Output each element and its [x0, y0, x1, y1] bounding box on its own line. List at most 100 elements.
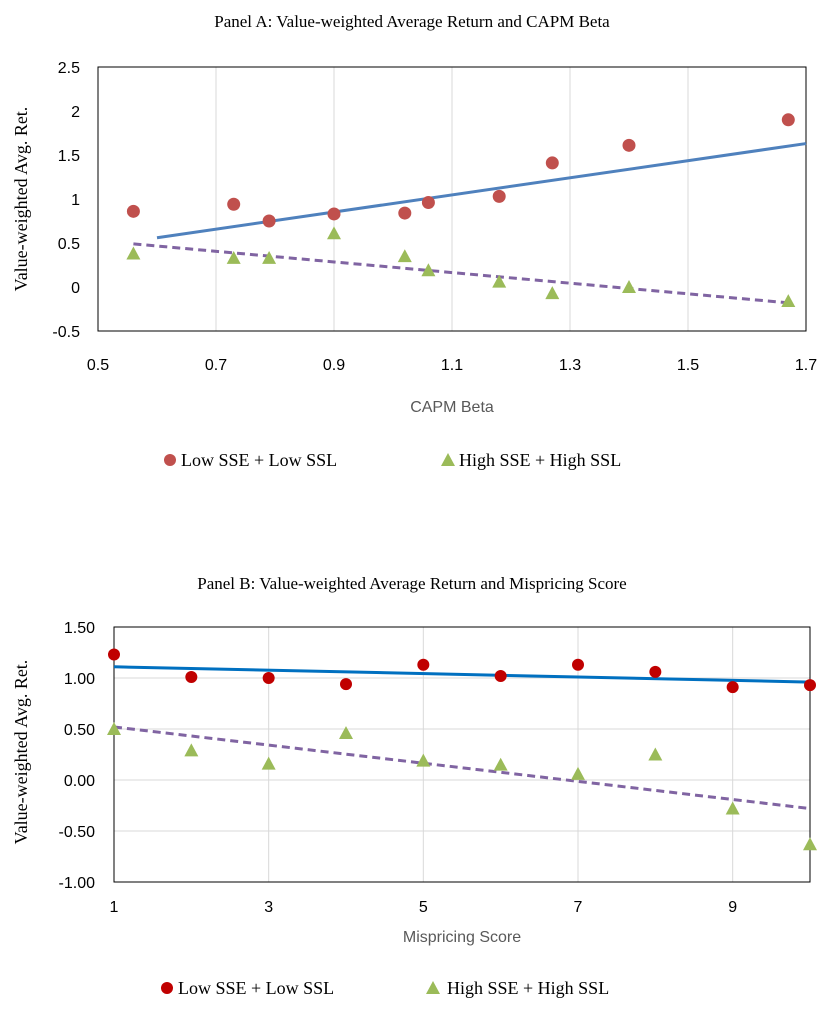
low-sse-low-ssl-trendline — [156, 142, 807, 240]
x-tick-label: 9 — [728, 899, 737, 916]
low-sse-low-ssl-point — [340, 678, 352, 691]
panel-a-legend-circle-marker — [164, 454, 176, 466]
low-sse-low-ssl-trendline — [113, 665, 811, 684]
low-sse-low-ssl-point — [649, 665, 662, 678]
x-tick-label: 0.9 — [323, 357, 345, 374]
x-tick-label: 0.5 — [87, 357, 109, 374]
panel-b-legend: Low SSE + Low SSL High SSE + High SSL — [161, 978, 609, 998]
high-sse-high-ssl-point — [261, 756, 276, 770]
low-sse-low-ssl-point — [327, 207, 341, 221]
high-sse-high-ssl-point — [184, 743, 199, 757]
low-sse-low-ssl-point — [421, 196, 435, 210]
x-tick-label: 1.1 — [441, 357, 463, 374]
y-tick-label: 1.50 — [64, 620, 95, 637]
low-sse-low-ssl-point — [572, 658, 584, 671]
panel-a-y-tick-labels: -0.5 0 0.5 1 1.5 2 2.5 — [52, 60, 80, 341]
panel-a-x-tick-labels: 0.5 0.7 0.9 1.1 1.3 1.5 1.7 — [87, 357, 817, 374]
panel-b-legend-label-low: Low SSE + Low SSL — [178, 978, 334, 998]
high-sse-high-ssl-point — [781, 294, 796, 308]
panel-a-plot-area-border — [97, 66, 807, 332]
y-tick-label: 0.50 — [64, 722, 95, 739]
high-sse-high-ssl-point — [648, 747, 663, 761]
y-tick-label: -0.5 — [52, 324, 80, 341]
x-tick-label: 5 — [419, 899, 428, 916]
low-sse-low-ssl-point — [398, 206, 412, 220]
x-tick-label: 1 — [110, 899, 119, 916]
y-tick-label: -1.00 — [59, 875, 96, 892]
high-sse-high-ssl-point — [262, 250, 277, 264]
low-sse-low-ssl-point — [126, 204, 140, 218]
low-sse-low-ssl-point — [726, 681, 739, 694]
panel-a-chart: Panel A: Value-weighted Average Return a… — [11, 12, 817, 470]
high-sse-high-ssl-trendline — [133, 242, 789, 305]
x-tick-label: 1.5 — [677, 357, 699, 374]
panel-b-chart: Panel B: Value-weighted Average Return a… — [11, 574, 817, 998]
high-sse-high-ssl-point — [226, 250, 241, 264]
panel-a-y-axis-label: Value-weighted Avg. Ret. — [11, 107, 31, 292]
high-sse-high-ssl-point — [397, 249, 412, 263]
x-tick-label: 1.3 — [559, 357, 581, 374]
panel-b-y-tick-labels: -1.00 -0.50 0.00 0.50 1.00 1.50 — [59, 620, 96, 892]
high-sse-high-ssl-point — [327, 226, 341, 240]
x-tick-label: 3 — [264, 899, 273, 916]
low-sse-low-ssl-point — [804, 679, 816, 692]
panel-b-gridlines — [113, 626, 810, 883]
y-tick-label: -0.50 — [59, 824, 96, 841]
low-sse-low-ssl-point — [417, 658, 430, 671]
high-sse-high-ssl-point — [492, 274, 507, 288]
low-sse-low-ssl-point — [262, 214, 276, 228]
low-sse-low-ssl-point — [227, 197, 241, 211]
high-sse-high-ssl-point — [339, 726, 353, 740]
panel-b-title: Panel B: Value-weighted Average Return a… — [197, 574, 626, 593]
panel-a-data-points — [126, 113, 796, 308]
panel-b-legend-triangle-marker — [426, 981, 440, 994]
y-tick-label: 2.5 — [58, 60, 80, 77]
x-tick-label: 0.7 — [205, 357, 227, 374]
high-sse-high-ssl-point — [622, 280, 636, 293]
y-tick-label: 0.00 — [64, 773, 95, 790]
panel-a-legend: Low SSE + Low SSL High SSE + High SSL — [164, 450, 621, 470]
panel-b-x-axis-label: Mispricing Score — [403, 929, 521, 946]
panel-a-legend-triangle-marker — [441, 453, 455, 466]
panel-b-legend-circle-marker — [161, 982, 173, 994]
high-sse-high-ssl-point — [416, 753, 431, 767]
panel-a-title: Panel A: Value-weighted Average Return a… — [214, 12, 610, 31]
low-sse-low-ssl-point — [262, 672, 275, 684]
low-sse-low-ssl-point — [545, 156, 559, 170]
panel-b-x-tick-labels: 1 3 5 7 9 — [110, 899, 738, 916]
y-tick-label: 1 — [71, 192, 80, 209]
low-sse-low-ssl-point — [108, 648, 120, 661]
low-sse-low-ssl-point — [494, 669, 507, 682]
low-sse-low-ssl-point — [622, 138, 636, 152]
high-sse-high-ssl-point — [803, 837, 817, 851]
high-sse-high-ssl-point — [493, 757, 508, 771]
panel-b-legend-label-high: High SSE + High SSL — [447, 978, 609, 998]
panel-a-trendlines — [133, 142, 807, 305]
panel-b-trendlines — [113, 665, 811, 811]
high-sse-high-ssl-point — [545, 286, 560, 300]
panel-a-legend-label-low: Low SSE + Low SSL — [181, 450, 337, 470]
panel-a-gridlines — [97, 67, 807, 331]
x-tick-label: 1.7 — [795, 357, 817, 374]
panel-a-legend-label-high: High SSE + High SSL — [459, 450, 621, 470]
y-tick-label: 0.5 — [58, 236, 80, 253]
x-tick-label: 7 — [574, 899, 583, 916]
high-sse-high-ssl-point — [126, 246, 141, 260]
low-sse-low-ssl-point — [781, 113, 795, 127]
high-sse-high-ssl-trendline — [113, 725, 811, 811]
panel-a-x-axis-label: CAPM Beta — [410, 399, 494, 416]
high-sse-high-ssl-point — [725, 801, 740, 815]
low-sse-low-ssl-point — [492, 189, 506, 203]
y-tick-label: 2 — [71, 104, 80, 121]
low-sse-low-ssl-point — [185, 670, 198, 683]
y-tick-label: 0 — [71, 280, 80, 297]
panel-b-plot-area-border — [113, 626, 811, 883]
high-sse-high-ssl-point — [421, 263, 436, 277]
panel-b-data-points — [107, 648, 817, 851]
panel-b-y-axis-label: Value-weighted Avg. Ret. — [11, 660, 31, 845]
high-sse-high-ssl-point — [107, 722, 121, 735]
y-tick-label: 1.00 — [64, 671, 95, 688]
y-tick-label: 1.5 — [58, 148, 80, 165]
high-sse-high-ssl-point — [571, 766, 585, 780]
